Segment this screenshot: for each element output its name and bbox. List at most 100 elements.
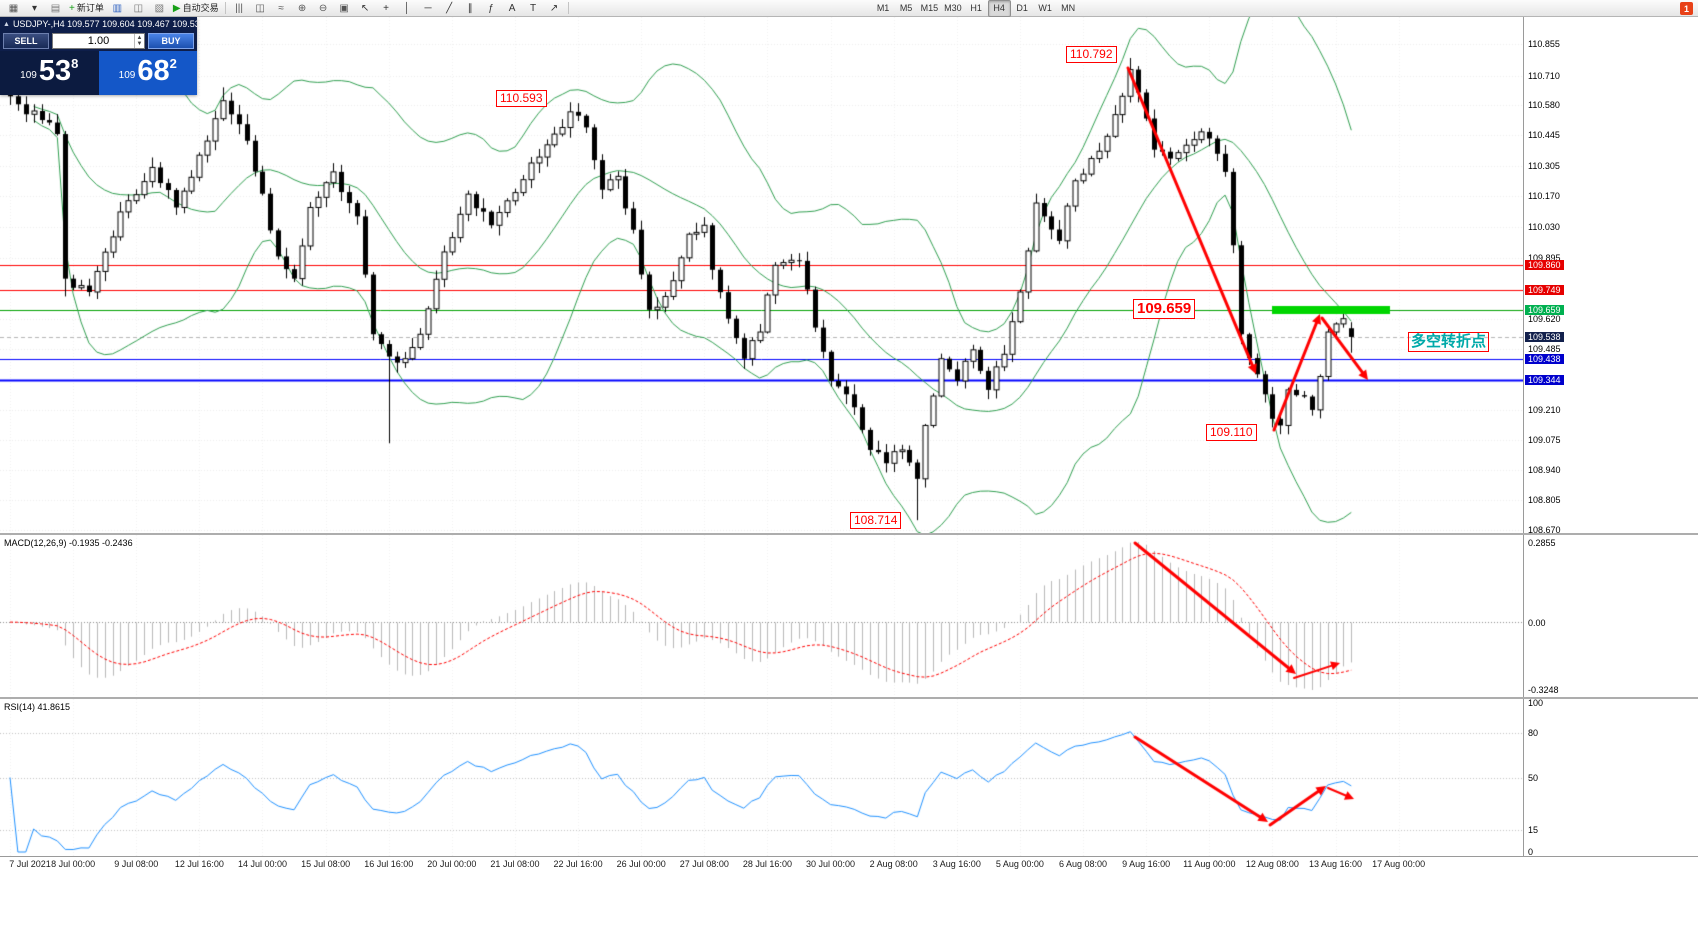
vertical-line[interactable]: │ <box>397 0 418 17</box>
tile-windows[interactable]: ▣ <box>334 0 355 17</box>
equidistant-channel[interactable]: ∥ <box>460 0 481 17</box>
time-label: 5 Aug 00:00 <box>995 859 1044 869</box>
time-label: 11 Aug 00:00 <box>1183 859 1236 869</box>
profiles[interactable]: ▤ <box>45 0 66 17</box>
auto-trading-label: 自动交易 <box>182 2 219 13</box>
swing-low-callout[interactable]: 109.110 <box>1206 424 1257 441</box>
timeframe-m5[interactable]: M5 <box>899 2 913 13</box>
price-axis-line-label: 109.344 <box>1525 375 1564 386</box>
rsi-axis-label: 80 <box>1528 727 1539 738</box>
price-axis-label: 110.030 <box>1528 222 1560 233</box>
buy-button[interactable]: BUY <box>148 33 194 49</box>
zoom-in-icon: ⊕ <box>297 2 307 14</box>
rsi-pane-canvas[interactable] <box>0 699 1523 856</box>
price-axis-label: 109.075 <box>1528 434 1561 445</box>
new-chart-icon: ▦ <box>8 2 19 14</box>
arrows-tool[interactable]: ↗ <box>544 0 565 17</box>
high-price-callout[interactable]: 110.792 <box>1066 46 1117 63</box>
macd-indicator-label: MACD(12,26,9) -0.1935 -0.2436 <box>4 538 133 548</box>
time-axis[interactable]: 7 Jul 2021 8 Jul 00:00 9 Jul 08:00 12 Jul 1… <box>0 857 1698 875</box>
volume-value: 1.00 <box>87 35 110 47</box>
macd-pane-canvas[interactable] <box>0 535 1523 697</box>
candlestick-chart[interactable]: ◫ <box>250 0 271 17</box>
text[interactable]: A <box>502 0 523 17</box>
time-label: 30 Jul 00:00 <box>806 859 856 869</box>
market-watch[interactable]: ▥ <box>107 0 128 17</box>
trendline[interactable]: ╱ <box>439 0 460 17</box>
macd-axis-label: 0.00 <box>1528 617 1546 628</box>
sell-button[interactable]: SELL <box>3 33 49 49</box>
new-chart-dropdown[interactable]: ▾ <box>24 0 45 17</box>
auto-trading[interactable]: ▶ 自动交易 <box>170 0 222 17</box>
timeframe-w1[interactable]: W1 <box>1038 2 1052 13</box>
data-window-icon: ◫ <box>133 2 144 14</box>
timeframe-h4[interactable]: H4 <box>987 0 1011 17</box>
buy-price[interactable]: 109 68 2 <box>98 51 197 95</box>
volume-down-icon[interactable]: ▼ <box>136 41 143 47</box>
zoom-in[interactable]: ⊕ <box>292 0 313 17</box>
new-order[interactable]: + 新订单 <box>66 0 107 17</box>
volume-spinner[interactable]: ▲ ▼ <box>134 34 144 48</box>
timeframe-d1[interactable]: D1 <box>1016 2 1028 13</box>
text-label[interactable]: T <box>523 0 544 17</box>
turning-point-callout[interactable]: 多空转折点 <box>1408 332 1490 352</box>
profiles-icon: ▤ <box>50 2 61 14</box>
crosshair[interactable]: + <box>376 0 397 17</box>
collapse-panel-icon[interactable]: ▲ <box>3 20 10 28</box>
rsi-axis-label: 50 <box>1528 772 1539 783</box>
july-high-callout[interactable]: 110.593 <box>496 90 547 107</box>
timeframe-m1[interactable]: M1 <box>876 2 890 13</box>
fibonacci[interactable]: ƒ <box>481 0 502 17</box>
major-low-callout[interactable]: 108.714 <box>850 512 902 529</box>
time-label: 16 Jul 16:00 <box>364 859 414 869</box>
volume-input[interactable]: 1.00 ▲ ▼ <box>52 33 145 49</box>
trendline-icon: ╱ <box>446 2 453 14</box>
price-axis-line-label: 109.438 <box>1525 354 1564 365</box>
horizontal-line[interactable]: ─ <box>418 0 439 17</box>
line-chart[interactable]: ≈ <box>271 0 292 17</box>
text-label-icon: T <box>530 2 537 14</box>
bar-chart-icon: ||| <box>235 2 243 14</box>
pivot-price-callout[interactable]: 109.659 <box>1133 299 1196 319</box>
time-label: 20 Jul 00:00 <box>427 859 477 869</box>
volume-up-icon[interactable]: ▲ <box>136 35 143 41</box>
pane-separator-rsi-time <box>0 856 1698 857</box>
price-axis-label: 108.805 <box>1528 494 1561 505</box>
price-axis-line-label: 109.749 <box>1525 284 1564 295</box>
price-axis-line-label: 109.659 <box>1525 305 1564 315</box>
timeframe-mn[interactable]: MN <box>1061 2 1076 13</box>
pane-separator-main-macd[interactable] <box>0 533 1698 535</box>
vertical-line-icon: │ <box>403 2 411 14</box>
toolbar-separator <box>224 2 226 14</box>
fibonacci-icon: ƒ <box>488 2 494 14</box>
pane-separator-macd-rsi[interactable] <box>0 697 1698 699</box>
time-label: 17 Aug 00:00 <box>1372 859 1426 869</box>
timeframe-h1[interactable]: H1 <box>970 2 982 13</box>
toolbar: ▦ ▾ ▤ + 新订单 ▥ ◫ ▧ ▶ 自动交易 ||| ◫ ≈ ⊕ ⊖ ▣ ↖ + │ ─ ╱ ∥ ƒ A T ↗ M1 M5 M15… <box>0 0 1698 17</box>
zoom-out[interactable]: ⊖ <box>313 0 334 17</box>
timeframe-m30[interactable]: M30 <box>944 2 962 13</box>
new-chart[interactable]: ▦ <box>3 0 24 17</box>
time-label: 9 Jul 08:00 <box>114 859 159 869</box>
toolbar-separator <box>567 2 569 14</box>
navigator[interactable]: ▧ <box>149 0 170 17</box>
cursor[interactable]: ↖ <box>355 0 376 17</box>
quote-prices-row: 109 53 8 109 68 2 <box>0 51 197 95</box>
crosshair-icon: + <box>383 2 389 14</box>
notification-badge[interactable]: 1 <box>1680 2 1693 15</box>
time-label: 3 Aug 16:00 <box>932 859 981 869</box>
data-window[interactable]: ◫ <box>128 0 149 17</box>
time-label: 27 Jul 08:00 <box>679 859 729 869</box>
sell-price[interactable]: 109 53 8 <box>0 51 99 95</box>
price-axis-line-label: 109.860 <box>1525 260 1564 271</box>
price-axis[interactable]: 110.855 110.710 110.580 110.445 110.305 110.1… <box>1523 17 1604 858</box>
time-label: 13 Aug 16:00 <box>1308 859 1363 869</box>
one-click-trading-panel: ▲ USDJPY-,H4 109.577 109.604 109.467 109… <box>0 17 197 95</box>
bar-chart[interactable]: ||| <box>229 0 250 17</box>
sell-price-figure: 109 <box>20 70 37 81</box>
price-axis-label: 109.485 <box>1528 343 1561 354</box>
price-axis-label: 109.620 <box>1528 313 1561 324</box>
timeframe-m15[interactable]: M15 <box>920 2 939 13</box>
main-chart-canvas[interactable] <box>0 17 1523 533</box>
chart-title-bar: ▲ USDJPY-,H4 109.577 109.604 109.467 109… <box>0 17 197 31</box>
